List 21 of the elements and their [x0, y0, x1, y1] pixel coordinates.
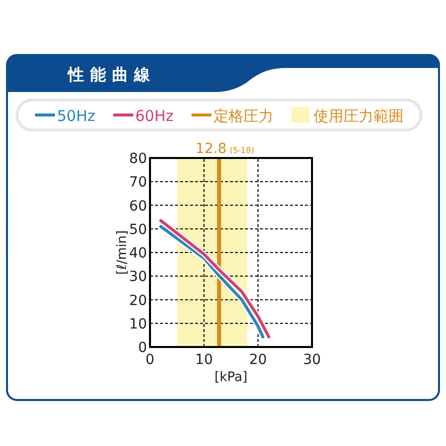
x-tick-label: 30 [303, 352, 321, 368]
text: (5-18) [230, 146, 254, 155]
x-tick-label: 10 [195, 352, 213, 368]
legend-label: 60Hz [135, 107, 174, 125]
legend-label: 使用圧力範囲 [314, 107, 404, 125]
x-tick-label: 20 [249, 352, 267, 368]
legend-label: 50Hz [57, 107, 96, 125]
y-tick-label: 0 [138, 340, 147, 356]
y-tick-label: 60 [129, 198, 147, 214]
y-tick-label: 10 [129, 316, 147, 332]
chart-title: 性能曲線 [67, 65, 156, 84]
y-tick-label: 80 [129, 151, 147, 167]
y-axis-title: [ℓ/min] [115, 230, 130, 275]
x-axis-title: [kPa] [214, 370, 248, 385]
y-tick-label: 50 [129, 222, 147, 238]
y-tick-label: 40 [129, 246, 147, 262]
y-tick-label: 20 [129, 292, 147, 309]
y-tick-label: 70 [129, 174, 147, 191]
legend-label: 定格圧力 [214, 107, 274, 125]
text: 12.8 [196, 141, 227, 157]
y-tick-label: 30 [129, 269, 147, 286]
